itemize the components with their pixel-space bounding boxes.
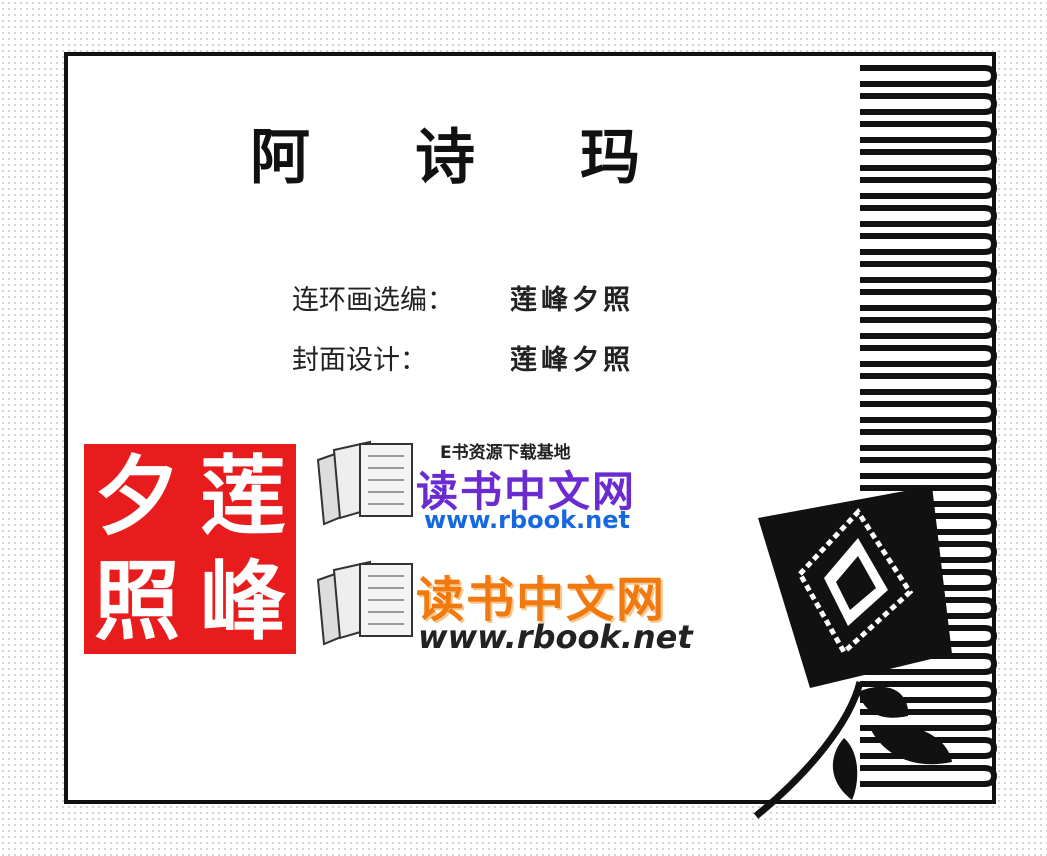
page-title: 阿 诗 玛 bbox=[250, 112, 640, 193]
stripe-band bbox=[860, 317, 998, 339]
stripe-band bbox=[860, 345, 998, 367]
stripe-band bbox=[860, 737, 998, 759]
stripe-band bbox=[860, 681, 998, 703]
stripe-band bbox=[860, 569, 998, 591]
logo-url[interactable]: www.rbook.net bbox=[424, 506, 631, 534]
stripe-band bbox=[860, 177, 998, 199]
rbook-logo-bottom[interactable]: 读书中文网 www.rbook.net bbox=[312, 558, 693, 658]
seal-char: 照 bbox=[94, 550, 180, 652]
flower-illustration bbox=[753, 486, 952, 819]
seal-char: 夕 bbox=[94, 445, 180, 547]
credit-cover-design: 封面设计： 莲峰夕照 bbox=[292, 338, 630, 377]
logo-brand: 读书中文网 bbox=[416, 572, 667, 628]
stripe-band bbox=[860, 709, 998, 731]
book-stack-icon bbox=[316, 440, 413, 526]
title-char: 玛 bbox=[580, 122, 640, 193]
book-stack-icon bbox=[316, 560, 413, 646]
stripe-band bbox=[860, 261, 998, 283]
rbook-logo-top[interactable]: E书资源下载基地 读书中文网 www.rbook.net bbox=[312, 438, 672, 538]
stripe-band bbox=[860, 233, 998, 255]
stripe-band bbox=[860, 485, 998, 507]
title-char: 阿 bbox=[250, 122, 310, 193]
logo-url[interactable]: www.rbook.net bbox=[418, 618, 693, 656]
seal-char: 峰 bbox=[200, 550, 286, 652]
stripe-band bbox=[860, 625, 998, 647]
stripe-band bbox=[860, 121, 998, 143]
credit-name: 莲峰夕照 bbox=[510, 345, 634, 376]
credit-name: 莲峰夕照 bbox=[510, 285, 634, 316]
stripe-band bbox=[860, 541, 998, 563]
stripe-band bbox=[860, 65, 998, 87]
stripe-border-pattern bbox=[860, 65, 998, 787]
stripe-band bbox=[860, 513, 998, 535]
credit-label: 封面设计： bbox=[292, 345, 427, 376]
title-char: 诗 bbox=[415, 122, 475, 193]
stripe-band bbox=[860, 765, 998, 787]
stripe-band bbox=[860, 93, 998, 115]
credit-editor: 连环画选编： 莲峰夕照 bbox=[292, 278, 630, 317]
stripe-band bbox=[860, 653, 998, 675]
stripe-band bbox=[860, 205, 998, 227]
stripe-band bbox=[860, 401, 998, 423]
credit-label: 连环画选编： bbox=[292, 285, 454, 316]
stripe-band bbox=[860, 457, 998, 479]
stripe-band bbox=[860, 373, 998, 395]
red-seal-stamp: 莲 夕 峰 照 bbox=[84, 444, 296, 654]
stripe-band bbox=[860, 289, 998, 311]
seal-char: 莲 bbox=[200, 445, 286, 547]
logo-tagline: E书资源下载基地 bbox=[440, 443, 571, 463]
stripe-band bbox=[860, 429, 998, 451]
logo-brand: 读书中文网 bbox=[416, 467, 637, 516]
stripe-band bbox=[860, 149, 998, 171]
stripe-band bbox=[860, 597, 998, 619]
